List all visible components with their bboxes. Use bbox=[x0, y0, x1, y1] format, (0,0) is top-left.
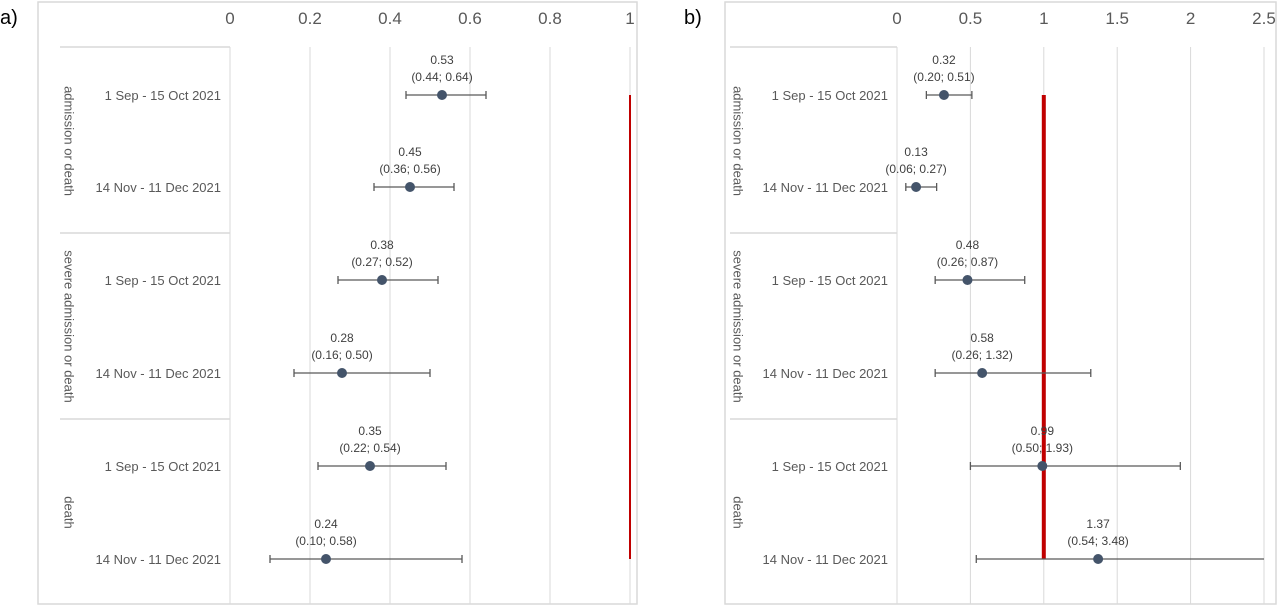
x-tick-label: 1 bbox=[625, 9, 634, 28]
x-tick-label: 0 bbox=[225, 9, 234, 28]
group-label: severe admission or death bbox=[62, 250, 77, 402]
row-label: 14 Nov - 11 Dec 2021 bbox=[96, 552, 222, 567]
group-label: admission or death bbox=[62, 86, 77, 196]
row-label: 1 Sep - 15 Oct 2021 bbox=[105, 459, 221, 474]
point-estimate bbox=[962, 275, 973, 285]
data-label-ci: (0.26; 0.87) bbox=[937, 255, 998, 269]
row-label: 14 Nov - 11 Dec 2021 bbox=[763, 180, 889, 195]
x-tick-label: 0.2 bbox=[298, 9, 322, 28]
data-label-value: 0.32 bbox=[932, 53, 956, 67]
row-label: 1 Sep - 15 Oct 2021 bbox=[772, 459, 888, 474]
x-tick-label: 2 bbox=[1186, 9, 1195, 28]
row-label: 1 Sep - 15 Oct 2021 bbox=[105, 88, 221, 103]
data-label-value: 0.53 bbox=[430, 53, 454, 67]
row-label: 1 Sep - 15 Oct 2021 bbox=[772, 88, 888, 103]
data-label-value: 0.45 bbox=[398, 145, 422, 159]
plot-frame bbox=[724, 1, 1277, 605]
data-label-ci: (0.10; 0.58) bbox=[295, 534, 356, 548]
x-tick-label: 0.6 bbox=[458, 9, 482, 28]
point-estimate bbox=[377, 275, 387, 285]
data-label-ci: (0.22; 0.54) bbox=[339, 441, 400, 455]
data-label-value: 0.35 bbox=[358, 424, 382, 438]
point-estimate bbox=[1037, 461, 1048, 471]
x-tick-label: 0.5 bbox=[959, 9, 983, 28]
data-label-value: 0.48 bbox=[956, 238, 980, 252]
point-estimate bbox=[437, 90, 447, 100]
data-label-value: 0.13 bbox=[904, 145, 928, 159]
data-label-value: 0.38 bbox=[370, 238, 394, 252]
point-estimate bbox=[365, 461, 375, 471]
data-label-ci: (0.16; 0.50) bbox=[311, 348, 372, 362]
x-tick-label: 0.8 bbox=[538, 9, 562, 28]
row-label: 14 Nov - 11 Dec 2021 bbox=[96, 180, 222, 195]
point-estimate bbox=[405, 182, 415, 192]
data-label-ci: (0.20; 0.51) bbox=[913, 70, 974, 84]
group-label: death bbox=[62, 496, 77, 529]
row-label: 14 Nov - 11 Dec 2021 bbox=[763, 552, 889, 567]
x-tick-label: 2.5 bbox=[1252, 9, 1276, 28]
row-label: 14 Nov - 11 Dec 2021 bbox=[96, 366, 222, 381]
x-tick-label: 1 bbox=[1039, 9, 1048, 28]
row-label: 14 Nov - 11 Dec 2021 bbox=[763, 366, 889, 381]
panel-b: b) 0 0.5 1 1.5 2 2.5 admission or death severe a… bbox=[684, 1, 1277, 605]
group-label: severe admission or death bbox=[731, 250, 746, 402]
plot-frame bbox=[37, 1, 638, 605]
group-label: death bbox=[731, 496, 746, 529]
group-label: admission or death bbox=[731, 86, 746, 196]
panel-label: a) bbox=[0, 7, 18, 29]
data-label-ci: (0.27; 0.52) bbox=[351, 255, 412, 269]
data-label-ci: (0.50; 1.93) bbox=[1012, 441, 1073, 455]
data-label-ci: (0.54; 3.48) bbox=[1067, 534, 1128, 548]
row-label: 1 Sep - 15 Oct 2021 bbox=[772, 273, 888, 288]
point-estimate bbox=[321, 554, 331, 564]
x-tick-label: 0 bbox=[892, 9, 901, 28]
data-label-value: 0.99 bbox=[1031, 424, 1055, 438]
data-label-ci: (0.44; 0.64) bbox=[411, 70, 472, 84]
x-tick-label: 1.5 bbox=[1105, 9, 1129, 28]
data-label-ci: (0.26; 1.32) bbox=[951, 348, 1012, 362]
data-label-value: 1.37 bbox=[1086, 517, 1110, 531]
data-label-ci: (0.06; 0.27) bbox=[885, 162, 946, 176]
panel-a: a) 0 0.2 0.4 0.6 0.8 1 admission or death severe… bbox=[0, 1, 638, 605]
data-label-value: 0.58 bbox=[970, 331, 994, 345]
point-estimate bbox=[337, 368, 347, 378]
data-label-ci: (0.36; 0.56) bbox=[379, 162, 440, 176]
x-tick-label: 0.4 bbox=[378, 9, 402, 28]
point-estimate bbox=[911, 182, 922, 192]
panel-label: b) bbox=[684, 7, 702, 29]
point-estimate bbox=[1093, 554, 1104, 564]
point-estimate bbox=[977, 368, 988, 378]
data-label-value: 0.24 bbox=[314, 517, 338, 531]
point-estimate bbox=[938, 90, 949, 100]
data-label-value: 0.28 bbox=[330, 331, 354, 345]
row-label: 1 Sep - 15 Oct 2021 bbox=[105, 273, 221, 288]
